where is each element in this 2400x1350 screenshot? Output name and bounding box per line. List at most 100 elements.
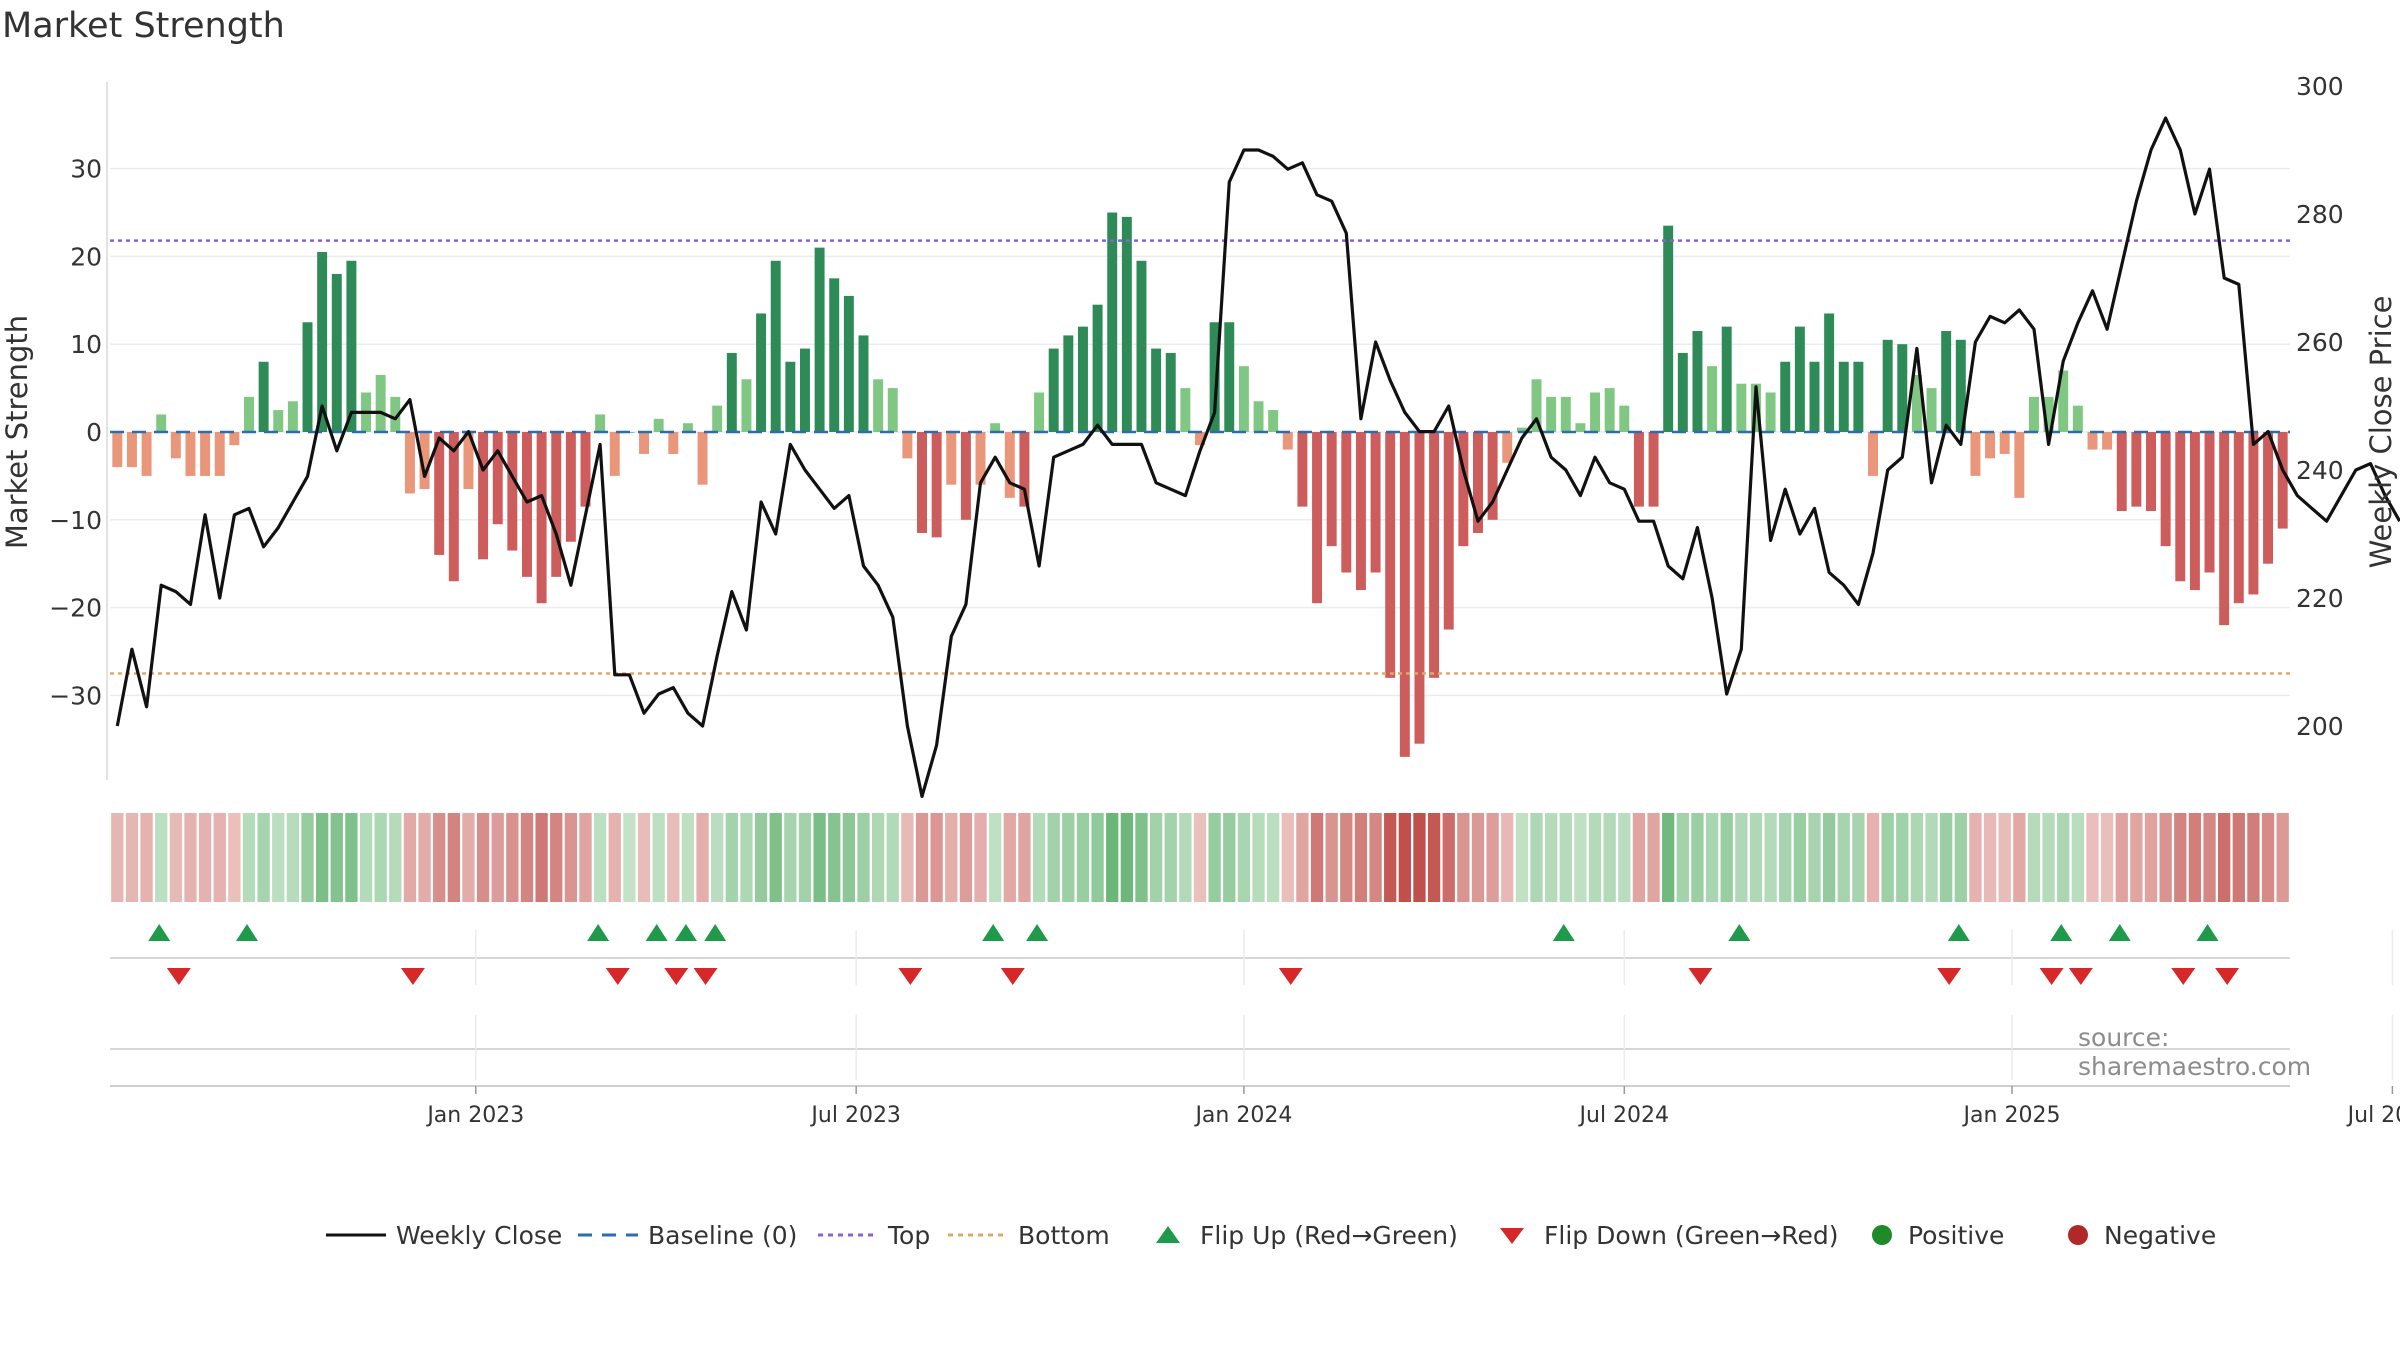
heat-cell (623, 813, 636, 902)
heat-cell (1179, 813, 1192, 902)
strength-bar (551, 432, 562, 577)
strength-bar (1399, 432, 1410, 757)
heat-cell (155, 813, 168, 902)
strength-bar (2058, 370, 2069, 432)
heat-cell (1471, 813, 1485, 902)
strength-bar (712, 405, 723, 432)
strength-bar (639, 432, 650, 454)
legend-label: Positive (1908, 1221, 2004, 1250)
heat-cell (213, 813, 226, 902)
heat-cell (125, 813, 139, 902)
legend-item: Bottom (948, 1221, 1110, 1250)
flip-up-marker (704, 924, 727, 941)
legend-label: Negative (2104, 1221, 2216, 1250)
heat-cell (2130, 813, 2143, 902)
flip-down-marker (2068, 968, 2093, 985)
strength-bar (697, 432, 708, 485)
heat-cell (1032, 813, 1046, 902)
strength-bar (1487, 432, 1498, 520)
strength-bar (1312, 432, 1323, 604)
heat-cell (228, 813, 241, 902)
strength-bar (2248, 432, 2259, 595)
y2-axis-title: Weekly Close Price (2364, 296, 2398, 569)
heat-cell (2027, 813, 2041, 902)
y-tick-label: −30 (49, 681, 102, 710)
x-tick-label: Jan 2025 (1962, 1103, 2061, 1128)
strength-bar (770, 260, 781, 432)
strength-bar (2233, 432, 2244, 604)
strength-bar (1004, 432, 1015, 498)
strength-bars (112, 212, 2288, 757)
strength-bar (653, 418, 664, 432)
strength-bar (419, 432, 430, 490)
strength-bar (2219, 432, 2230, 626)
strength-bar (1955, 339, 1966, 432)
x-tick-label: Jan 2023 (425, 1103, 524, 1128)
heat-cell (1925, 813, 1938, 902)
strength-bar (185, 432, 196, 476)
y-tick-label: 0 (86, 418, 102, 447)
heat-cell (257, 813, 270, 902)
strength-bar (2043, 396, 2054, 432)
strength-bar (595, 414, 606, 432)
heat-cell (667, 813, 680, 902)
flip-up-marker (587, 924, 610, 941)
heat-cell (1705, 813, 1719, 902)
heat-cell (608, 813, 621, 902)
flip-up-marker (2108, 924, 2131, 941)
strength-bar (1794, 326, 1805, 432)
heat-cell (2276, 813, 2289, 902)
heat-cell (1530, 813, 1543, 902)
heat-cell (1676, 813, 1689, 902)
legend-label: Baseline (0) (648, 1221, 797, 1250)
heat-cell (2100, 813, 2114, 902)
strength-bar (1473, 432, 1483, 533)
flip-down-marker (2039, 968, 2064, 985)
strength-bar (200, 432, 211, 476)
heat-cell (1881, 813, 1894, 902)
heat-cell (813, 813, 826, 902)
heat-cell (2057, 813, 2070, 902)
y2-tick-label: 200 (2296, 712, 2344, 741)
strength-bar (1165, 352, 1176, 432)
strength-bar (287, 401, 298, 432)
flip-down-marker (605, 968, 630, 985)
heat-cell (1457, 813, 1470, 902)
strength-bar (917, 432, 927, 533)
strength-bar (1824, 313, 1835, 432)
heat-cell (111, 813, 124, 902)
flip-markers-panel (110, 924, 2290, 985)
heat-cell (1486, 813, 1499, 902)
strength-bar (1838, 361, 1849, 432)
strength-bar (1619, 405, 1630, 432)
strength-bar (1034, 392, 1045, 432)
flip-down-marker (1278, 968, 1303, 985)
heat-cell (140, 813, 153, 902)
x-tick-label: Jul 2024 (1578, 1103, 1670, 1128)
strength-bar (565, 432, 576, 542)
legend-swatch (1156, 1226, 1180, 1243)
strength-bar (141, 432, 152, 476)
heat-cell (579, 813, 592, 902)
strength-bar (902, 432, 913, 459)
strength-bar (1180, 388, 1191, 432)
strength-bar (1531, 379, 1542, 432)
heat-cell (1866, 813, 1880, 902)
flip-down-marker (2171, 968, 2196, 985)
heat-cell (2261, 813, 2275, 902)
x-tick-label: Jan 2024 (1193, 1103, 1292, 1128)
strength-bar (1019, 432, 1030, 507)
flip-down-marker (1000, 968, 1025, 985)
heat-cell (2174, 813, 2187, 902)
heat-cell (2247, 813, 2260, 902)
strength-bar (1151, 348, 1162, 432)
heat-cell (564, 813, 578, 902)
page-title: Market Strength (2, 6, 285, 46)
legend-label: Top (887, 1221, 930, 1250)
flip-up-marker (645, 924, 668, 941)
strength-bar (1414, 432, 1425, 744)
strength-bar (1238, 366, 1249, 432)
x-tick-label: Jul 2023 (809, 1103, 901, 1128)
heat-cell (1354, 813, 1368, 902)
heat-cell (316, 813, 329, 902)
